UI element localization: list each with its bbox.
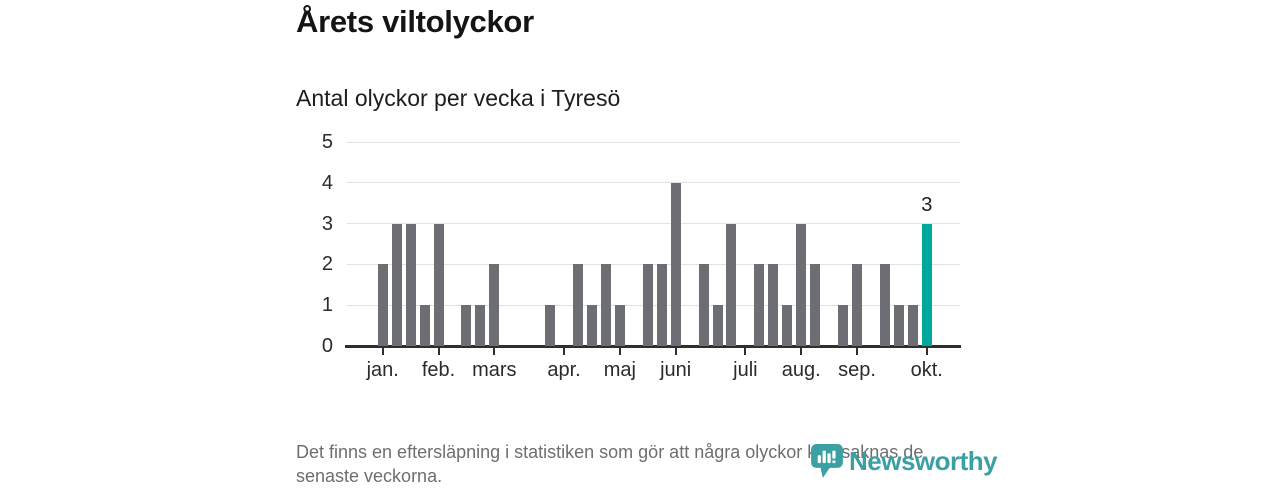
- x-axis-tick: [674, 347, 677, 355]
- x-axis-tick: [563, 347, 566, 355]
- chart-title: Årets viltolyckor: [296, 4, 534, 39]
- month-label: aug.: [781, 359, 821, 381]
- bar: [754, 264, 765, 346]
- gridline: [347, 182, 960, 184]
- bar: [600, 264, 611, 346]
- month-label: feb.: [421, 359, 456, 381]
- month-label: maj: [603, 359, 636, 381]
- x-axis-tick: [493, 347, 496, 355]
- month-label: juli: [733, 359, 758, 381]
- bar: [810, 264, 821, 346]
- bar: [782, 305, 793, 346]
- bar: [405, 223, 416, 346]
- newsworthy-logo-icon: [811, 444, 843, 478]
- y-axis-label: 2: [321, 253, 333, 276]
- bar: [656, 264, 667, 346]
- bar: [475, 305, 486, 346]
- bar: [726, 223, 737, 346]
- x-axis-tick: [925, 347, 928, 355]
- x-axis-tick: [381, 347, 384, 355]
- bar-value-label: 3: [921, 193, 933, 216]
- x-axis-tick: [437, 347, 440, 355]
- y-axis-label: 1: [321, 294, 333, 317]
- y-axis-label: 5: [321, 131, 333, 153]
- bar: [586, 305, 597, 346]
- bar: [614, 305, 625, 346]
- gridline: [347, 263, 960, 265]
- x-axis-line: [345, 345, 961, 348]
- footnote-line-1: Det finns en eftersläpning i statistiken…: [296, 442, 924, 462]
- x-axis-tick: [618, 347, 621, 355]
- month-label: juni: [660, 359, 692, 381]
- bar: [419, 305, 430, 346]
- y-axis-label: 3: [321, 212, 333, 235]
- bar: [893, 305, 904, 346]
- bar: [670, 182, 681, 346]
- newsworthy-logo: Newsworthy: [810, 443, 998, 479]
- bar: [642, 264, 653, 346]
- gridline: [347, 304, 960, 306]
- bar: [879, 264, 890, 346]
- chart-subtitle: Antal olyckor per vecka i Tyresö: [296, 85, 621, 111]
- bar: [545, 305, 556, 346]
- bar: [838, 305, 849, 346]
- highlighted-bar: [921, 223, 932, 346]
- bar: [573, 264, 583, 346]
- bar: [391, 223, 402, 346]
- bar: [377, 264, 388, 346]
- x-axis-tick: [800, 347, 803, 355]
- bar: [907, 305, 918, 346]
- bar: [796, 223, 807, 346]
- bar: [461, 305, 472, 346]
- x-axis-tick: [744, 347, 747, 355]
- bar: [433, 223, 444, 346]
- bar: [768, 264, 779, 346]
- month-label: sep.: [838, 359, 876, 381]
- month-label: okt.: [910, 359, 943, 381]
- month-label: mars: [472, 359, 517, 381]
- bar: [852, 264, 862, 346]
- bar: [489, 264, 500, 346]
- newsworthy-logo-text: Newsworthy: [849, 445, 998, 476]
- gridline: [347, 223, 960, 225]
- month-label: jan.: [366, 359, 399, 381]
- bar: [698, 264, 709, 346]
- y-axis-label: 4: [321, 171, 333, 194]
- y-axis-label: 0: [321, 335, 333, 357]
- x-axis-tick: [856, 347, 858, 355]
- bar: [712, 305, 723, 346]
- gridline: [347, 141, 960, 143]
- month-label: apr.: [547, 359, 581, 381]
